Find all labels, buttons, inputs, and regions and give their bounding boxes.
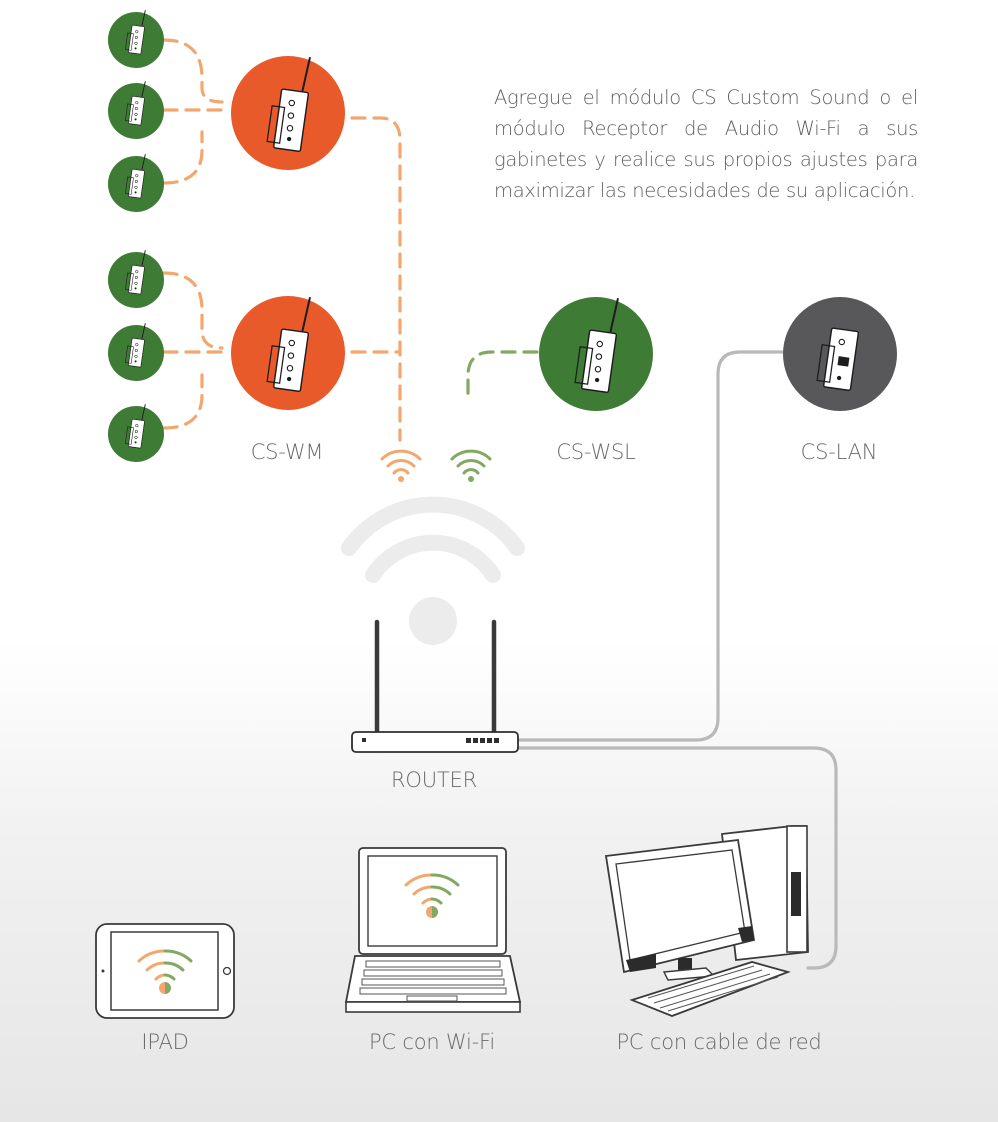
speaker-module-6 [108,404,164,462]
wsl-dashed-link [466,350,539,402]
router-wifi-icon [341,496,525,645]
wifi-icon-green [450,449,492,482]
network-cables [516,350,838,970]
cs-wm-label: CS-WM [250,440,324,464]
cs-wm-module-top [231,56,345,170]
router-label: ROUTER [391,768,477,792]
desktop-pc-icon [604,825,809,1017]
speaker-module-4 [108,250,164,308]
cs-wsl-module [539,297,653,411]
router-icon [351,619,519,753]
intro-text: Agregue el módulo CS Custom Sound o el m… [494,85,918,202]
wm-dashed-links [162,38,402,442]
ipad-label: IPAD [141,1030,189,1054]
cs-lan-module [783,297,897,411]
laptop-icon [344,847,522,1013]
pc-cable-label: PC con cable de red [616,1030,822,1054]
speaker-module-2 [108,81,164,139]
wifi-icon-orange [380,449,422,482]
cs-wsl-label: CS-WSL [556,440,636,464]
ipad-icon [95,923,235,1019]
speaker-module-5 [108,323,164,381]
cs-wm-module-bottom [231,296,345,410]
speaker-module-3 [108,154,164,212]
pc-wifi-label: PC con Wi-Fi [368,1030,496,1054]
speaker-module-1 [108,10,164,68]
cs-lan-label: CS-LAN [800,440,878,464]
